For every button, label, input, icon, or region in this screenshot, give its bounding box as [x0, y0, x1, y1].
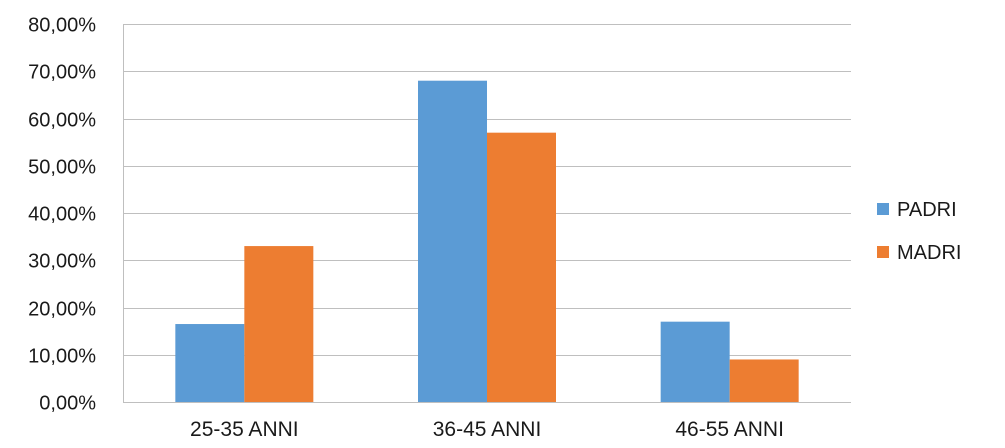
bar-madri-2	[487, 132, 556, 403]
y-tick-label: 80,00%	[28, 15, 96, 37]
y-tick-label: 0,00%	[39, 393, 96, 415]
y-tick-label: 40,00%	[28, 204, 96, 226]
x-tick-label: 36-45 ANNI	[433, 418, 542, 441]
bar-madri-3	[729, 359, 799, 402]
y-axis-tick-labels: 0,00% 10,00% 20,00% 30,00% 40,00% 50,00% 60,00…	[28, 15, 96, 415]
legend-label-padri: PADRI	[897, 199, 957, 221]
y-tick-label: 60,00%	[28, 110, 96, 132]
legend-label-madri: MADRI	[897, 242, 961, 264]
y-tick-label: 10,00%	[28, 346, 96, 368]
bar-padri-3	[660, 321, 730, 402]
legend-swatch-padri	[877, 203, 889, 215]
y-tick-label: 50,00%	[28, 157, 96, 179]
legend: PADRI MADRI	[877, 199, 961, 264]
y-tick-label: 70,00%	[28, 62, 96, 84]
bar-madri-1	[244, 246, 314, 402]
y-tick-label: 30,00%	[28, 251, 96, 273]
bars	[175, 80, 799, 403]
legend-swatch-madri	[877, 246, 889, 258]
x-tick-label: 25-35 ANNI	[190, 418, 299, 441]
bar-padri-2	[418, 80, 487, 402]
axes	[123, 24, 851, 403]
x-tick-label: 46-55 ANNI	[675, 418, 784, 441]
x-axis-tick-labels: 25-35 ANNI 36-45 ANNI 46-55 ANNI	[190, 418, 784, 441]
y-tick-label: 20,00%	[28, 299, 96, 321]
bar-padri-1	[175, 324, 245, 402]
